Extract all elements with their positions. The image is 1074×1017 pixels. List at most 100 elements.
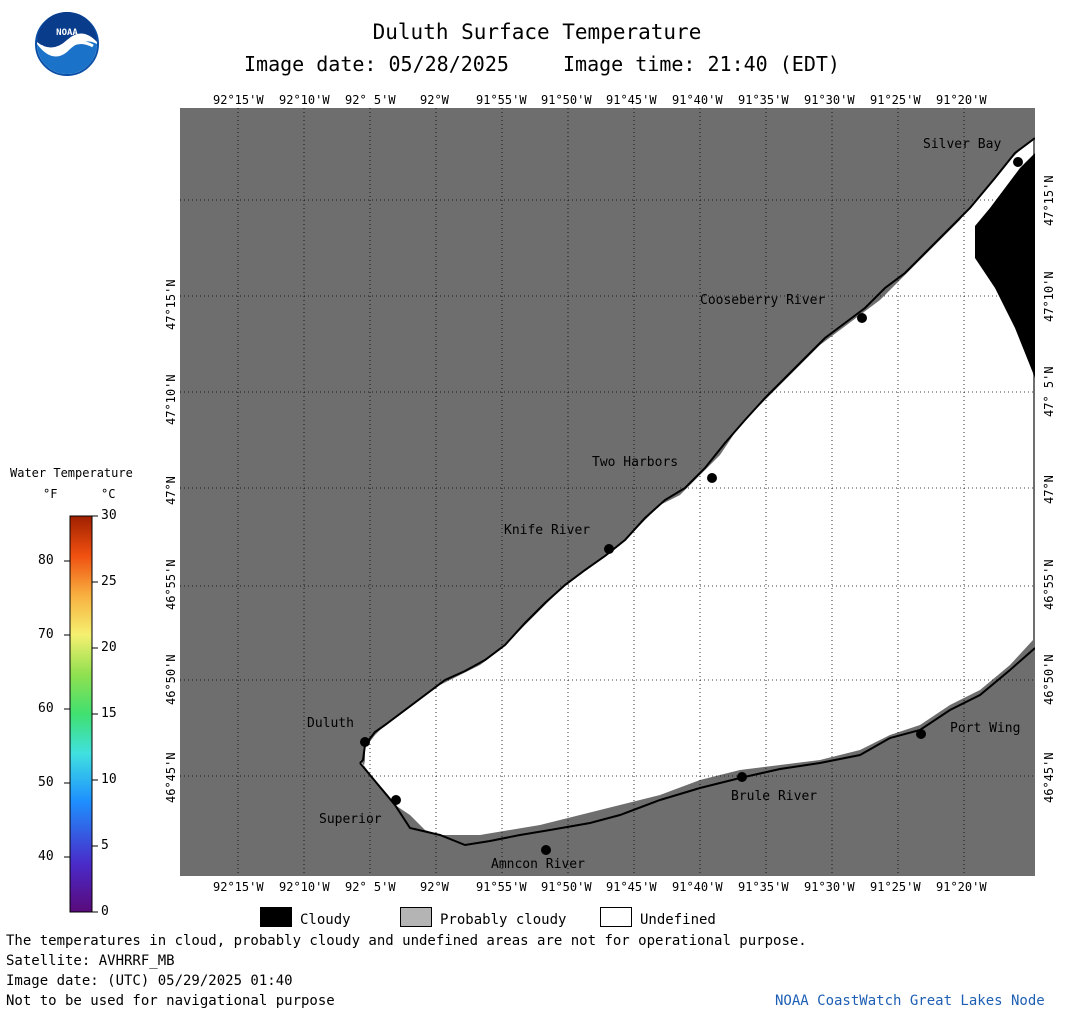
- legend-c-tick: 0: [101, 904, 109, 919]
- lon-label: 91°35'W: [738, 880, 789, 894]
- colorbar-ticks: [64, 515, 98, 913]
- disclaimer-text: The temperatures in cloud, probably clou…: [6, 933, 807, 949]
- lon-label: 91°30'W: [804, 880, 855, 894]
- noaa-logo: NOAA: [35, 12, 99, 76]
- lat-label: 47° 5'N: [1042, 366, 1056, 417]
- lat-label: 46°45'N: [1042, 752, 1056, 803]
- lake-superior-water: [360, 138, 1033, 835]
- nav-warning-text: Not to be used for navigational purpose: [6, 993, 335, 1009]
- lat-label: 47°10'N: [164, 374, 178, 425]
- legend-c-tick: 10: [101, 772, 117, 787]
- marker-knife-river: [604, 544, 614, 554]
- cloudy-label: Cloudy: [300, 912, 351, 928]
- lon-label: 91°35'W: [738, 93, 789, 107]
- place-label: Silver Bay: [923, 137, 1002, 152]
- lon-label: 92°15'W: [213, 93, 264, 107]
- place-label: Duluth: [307, 716, 354, 731]
- image-date: Image date: 05/28/2025: [244, 52, 509, 76]
- lat-label: 47°N: [1042, 475, 1056, 504]
- place-label: Cooseberry River: [700, 293, 826, 308]
- lon-label: 92°W: [420, 93, 449, 107]
- lon-label: 92°10'W: [279, 880, 330, 894]
- lat-labels-left: 47°15'N 47°10'N 47° 5'N 47°N 46°55'N 46°…: [164, 279, 178, 803]
- marker-gooseberry-river: [857, 313, 867, 323]
- lon-label: 91°20'W: [936, 880, 987, 894]
- lon-label: 92° 5'W: [345, 880, 396, 894]
- lon-label: 91°55'W: [476, 880, 527, 894]
- credit-text: NOAA CoastWatch Great Lakes Node: [775, 993, 1045, 1009]
- south-shore-land: [360, 648, 1035, 876]
- lon-label: 91°50'W: [541, 93, 592, 107]
- colorbar-gradient: [69, 515, 93, 913]
- lon-label: 92° 5'W: [345, 93, 396, 107]
- legend-unit-f: °F: [43, 487, 58, 501]
- lat-label: 47°15'N: [1042, 175, 1056, 226]
- north-coastline: [359, 137, 1035, 764]
- graticule: [180, 108, 1035, 876]
- lon-label: 91°55'W: [476, 93, 527, 107]
- place-label: Two Harbors: [592, 455, 679, 470]
- marker-amnicon-river: [541, 845, 551, 855]
- probably-cloudy-swatch: [400, 907, 432, 927]
- legend-c-tick: 30: [101, 508, 117, 523]
- svg-text:NOAA: NOAA: [56, 28, 78, 38]
- lon-label: 91°40'W: [672, 880, 723, 894]
- place-markers: [360, 157, 1023, 855]
- legend-f-tick: 80: [38, 553, 54, 568]
- undefined-label: Undefined: [640, 912, 716, 928]
- lon-label: 92°W: [420, 880, 449, 894]
- place-label: Brule River: [731, 789, 818, 804]
- lon-label: 91°40'W: [672, 93, 723, 107]
- lon-label: 92°15'W: [213, 880, 264, 894]
- legend-c-tick: 15: [101, 706, 117, 721]
- page-title: Duluth Surface Temperature: [372, 20, 702, 44]
- marker-two-harbors: [707, 473, 717, 483]
- probably-cloudy-label: Probably cloudy: [440, 912, 567, 928]
- lat-label: 47°15'N: [164, 279, 178, 330]
- marker-brule-river: [737, 772, 747, 782]
- place-label: Superior: [319, 812, 382, 827]
- lat-label: 46°45'N: [164, 752, 178, 803]
- marker-silver-bay: [1013, 157, 1023, 167]
- north-shore-land: [180, 108, 1035, 758]
- lon-label: 91°25'W: [870, 93, 921, 107]
- undefined-swatch: [600, 907, 632, 927]
- utc-date-text: Image date: (UTC) 05/29/2025 01:40: [6, 973, 293, 989]
- lat-label: 46°55'N: [1042, 559, 1056, 610]
- legend-unit-c: °C: [101, 487, 116, 501]
- place-label: Knife River: [504, 523, 591, 538]
- lon-label: 91°45'W: [606, 880, 657, 894]
- lat-label: 46°55'N: [164, 559, 178, 610]
- lat-label: 47°N: [164, 476, 178, 505]
- lon-label: 91°45'W: [606, 93, 657, 107]
- image-time: Image time: 21:40 (EDT): [563, 52, 840, 76]
- marker-port-wing: [916, 729, 926, 739]
- lat-label: 46°50'N: [164, 654, 178, 705]
- legend-title: Water Temperature: [10, 466, 133, 480]
- legend-c-tick: 20: [101, 640, 117, 655]
- lon-label: 91°30'W: [804, 93, 855, 107]
- lon-label: 91°50'W: [541, 880, 592, 894]
- lat-label: 46°50'N: [1042, 654, 1056, 705]
- lat-labels-right: 47°15'N 47°10'N 47° 5'N 47°N 46°55'N 46°…: [1042, 175, 1056, 803]
- lat-label: 47°10'N: [1042, 271, 1056, 322]
- legend-c-tick: 25: [101, 574, 117, 589]
- cloudy-swatch: [260, 907, 292, 927]
- cloud-area: [975, 153, 1035, 378]
- place-label: Port Wing: [950, 721, 1021, 736]
- place-label: Amncon River: [491, 857, 585, 872]
- map-panel: [180, 108, 1035, 876]
- lon-label: 91°25'W: [870, 880, 921, 894]
- marker-superior: [391, 795, 401, 805]
- legend-f-tick: 40: [38, 849, 54, 864]
- legend-f-tick: 60: [38, 701, 54, 716]
- legend-f-tick: 70: [38, 627, 54, 642]
- legend-c-tick: 5: [101, 838, 109, 853]
- temperature-colorbar: [64, 515, 98, 913]
- south-coastline: [359, 647, 1035, 847]
- lon-label: 91°20'W: [936, 93, 987, 107]
- satellite-text: Satellite: AVHRRF_MB: [6, 953, 175, 969]
- legend-f-tick: 50: [38, 775, 54, 790]
- lon-label: 92°10'W: [279, 93, 330, 107]
- marker-duluth: [360, 737, 370, 747]
